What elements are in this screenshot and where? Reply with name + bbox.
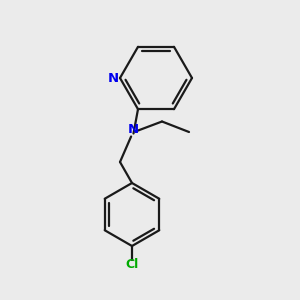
Text: Cl: Cl bbox=[125, 257, 139, 271]
Text: N: N bbox=[128, 123, 139, 136]
Text: N: N bbox=[108, 71, 119, 85]
